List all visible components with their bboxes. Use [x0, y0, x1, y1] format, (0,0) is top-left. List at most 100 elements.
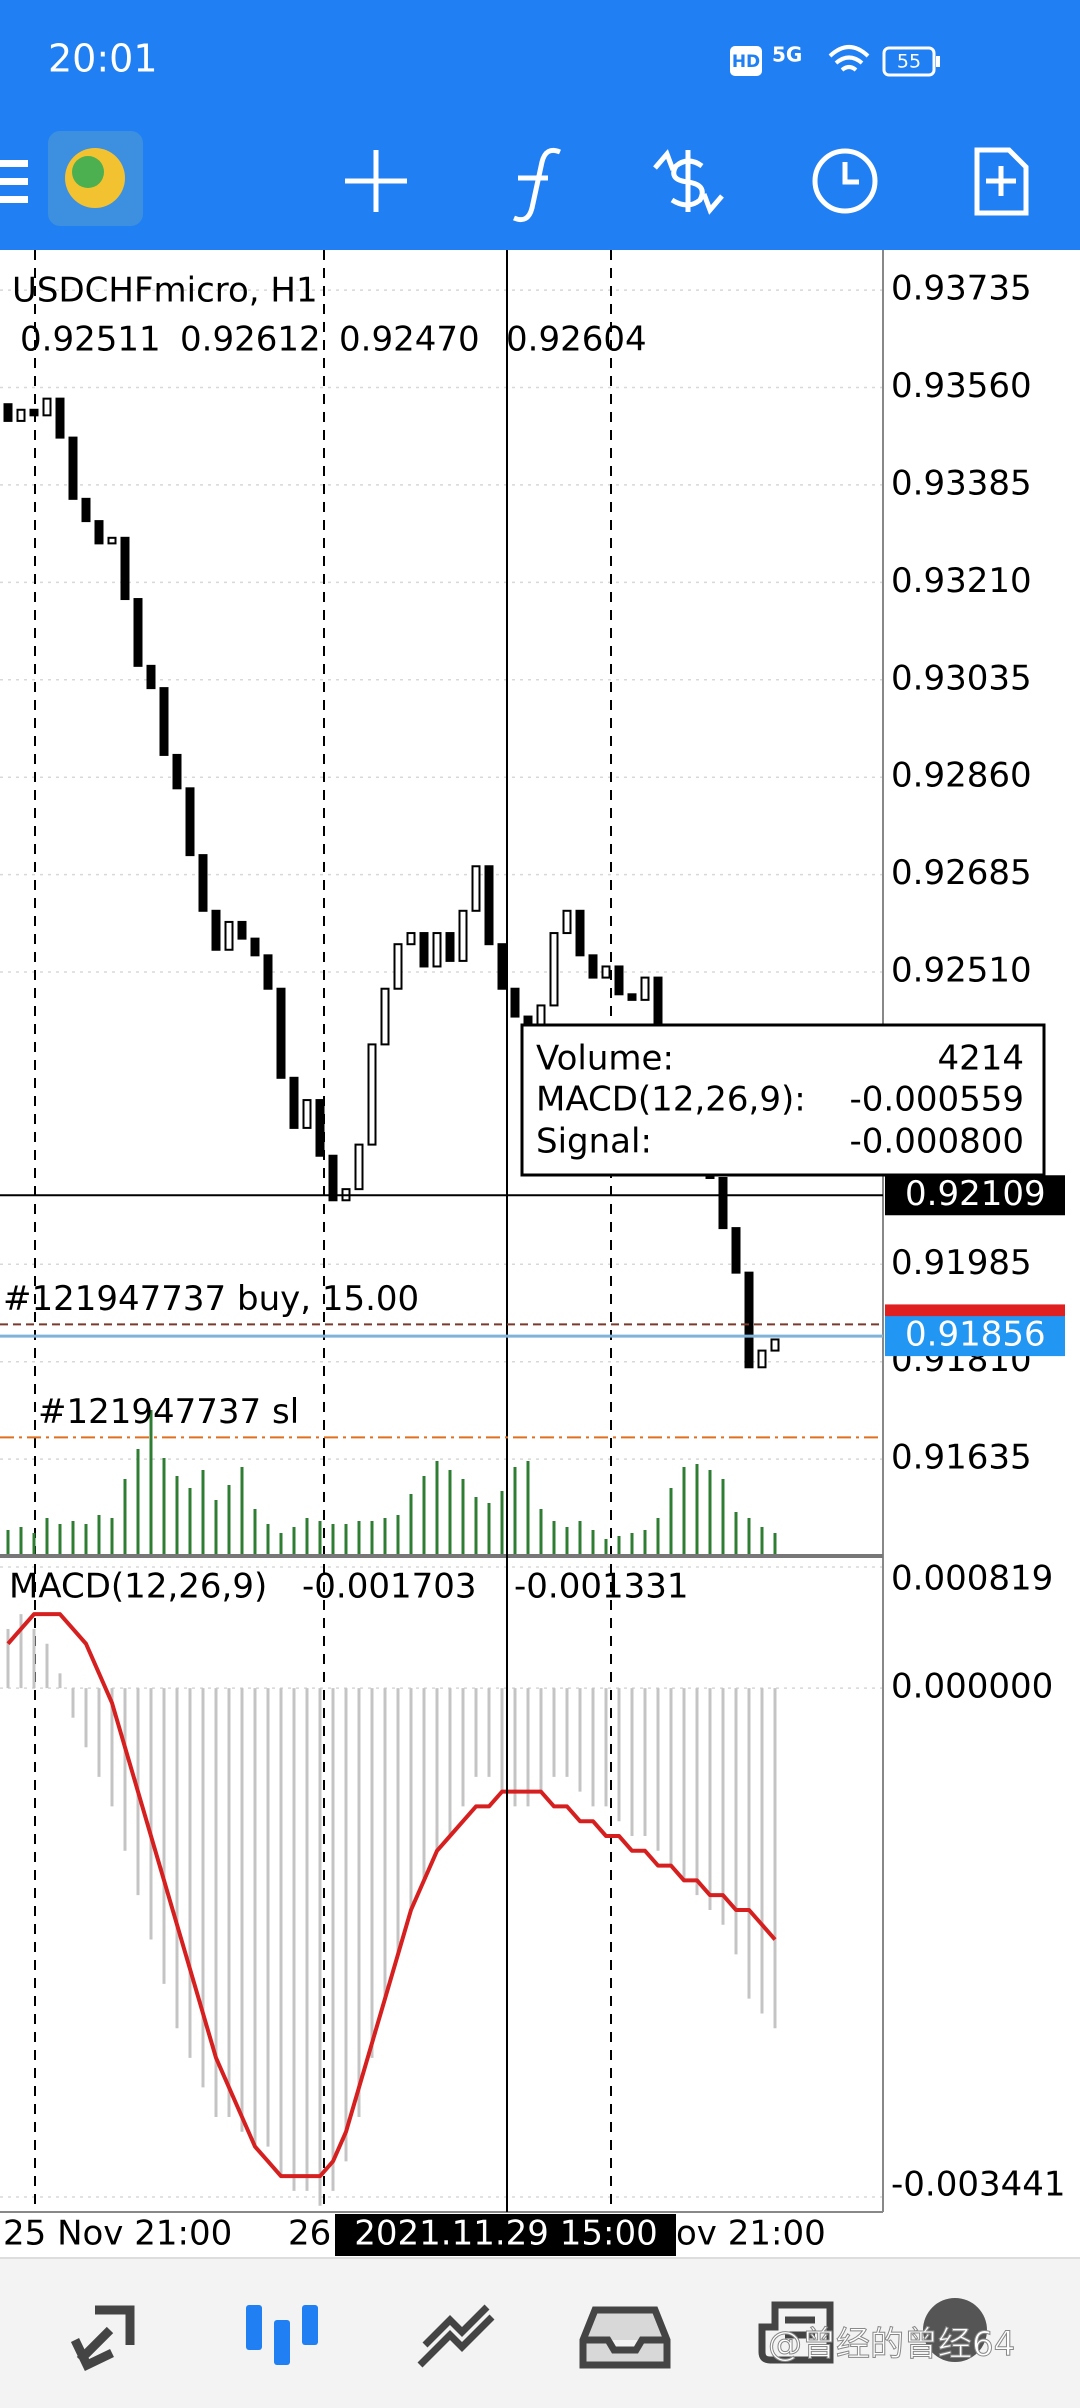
quotes-tab[interactable]: [70, 2305, 135, 2372]
y-tick-label: 0.000000: [891, 1667, 1053, 1707]
clock-hands: [842, 162, 859, 185]
candle: [575, 909, 585, 957]
clock: 20:01: [48, 37, 158, 81]
battery-icon: [882, 46, 936, 77]
top-bar: [0, 0, 1080, 250]
bid-box: [885, 1316, 1065, 1357]
candle: [484, 865, 494, 946]
period-tool[interactable]: [812, 148, 878, 214]
candle: [185, 787, 195, 857]
candle: [640, 976, 650, 1001]
tab-candle: [246, 2305, 262, 2350]
candle: [276, 987, 286, 1079]
macd-value: -0.001703: [302, 1567, 477, 1607]
candle: [614, 965, 624, 996]
candle: [731, 1227, 741, 1274]
candle: [107, 536, 117, 545]
candle: [120, 536, 130, 601]
candle: [549, 932, 559, 1007]
hd-text: HD: [732, 52, 760, 72]
y-tick-label: 0.93035: [891, 658, 1032, 698]
trade-tab[interactable]: [417, 2304, 495, 2368]
chart-tab[interactable]: [246, 2305, 318, 2365]
time-label: 25 Nov 21:00: [3, 2214, 232, 2254]
candle: [497, 943, 507, 990]
candle: [770, 1338, 780, 1352]
candle: [172, 753, 182, 790]
menu-bar: [0, 196, 28, 203]
candle: [289, 1076, 299, 1129]
candle: [16, 408, 26, 422]
candle: [510, 987, 520, 1018]
time-label: 26: [288, 2214, 331, 2254]
candle: [211, 909, 221, 951]
sl-label: #121947737 sl: [38, 1392, 299, 1432]
popup-box: [520, 1023, 1046, 1177]
y-tick-label: -0.003441: [891, 2165, 1066, 2205]
candle: [757, 1349, 767, 1369]
symbol-title: USDCHFmicro, H1: [12, 271, 318, 311]
menu-button[interactable]: [0, 160, 28, 203]
popup-value: -0.000559: [850, 1080, 1025, 1120]
candle: [445, 932, 455, 962]
messages-tab[interactable]: [923, 2298, 987, 2362]
time-label: ov 21:00: [676, 2214, 826, 2254]
menu-bar: [0, 178, 28, 185]
wifi-icon: [828, 45, 870, 72]
y-tick-label: 0.000819: [891, 1559, 1053, 1599]
popup-label: Volume:: [536, 1039, 674, 1079]
y-tick-label: 0.92510: [891, 951, 1032, 991]
candle: [718, 1177, 728, 1230]
new-order-tool[interactable]: [974, 147, 1029, 216]
candle: [55, 397, 65, 439]
candle: [406, 932, 416, 946]
history-tab[interactable]: [579, 2306, 671, 2369]
candle: [29, 408, 39, 417]
y-tick-label: 0.92860: [891, 756, 1032, 796]
y-tick-label: 0.93210: [891, 561, 1032, 601]
tab-candle: [274, 2320, 290, 2365]
popup-label: Signal:: [536, 1122, 652, 1162]
candle: [562, 909, 572, 935]
candle: [159, 687, 169, 756]
candle: [250, 937, 260, 957]
bid-label: 0.91856: [905, 1315, 1046, 1355]
signal-line: [6, 1612, 777, 2179]
candle: [419, 932, 429, 968]
candle: [432, 932, 442, 968]
battery-text: 55: [897, 51, 921, 73]
candle: [393, 943, 403, 990]
candle: [601, 965, 611, 979]
news-tab[interactable]: [758, 2301, 834, 2364]
y-tick-label: 0.93385: [891, 463, 1032, 503]
crosshair-tool[interactable]: [345, 150, 407, 212]
tab-candle: [302, 2305, 318, 2345]
trade-tool[interactable]: [653, 149, 724, 215]
candle: [302, 1099, 312, 1129]
bottom-nav: [0, 2258, 1080, 2408]
popup-value: -0.000800: [850, 1122, 1025, 1162]
popup-value: 4214: [937, 1039, 1024, 1079]
ohlc-close: 0.92604: [506, 320, 647, 360]
ohlc-high: 0.92612: [180, 320, 321, 360]
candle: [588, 954, 598, 979]
candle: [471, 865, 481, 912]
popup-label: MACD(12,26,9):: [536, 1080, 806, 1120]
candle: [380, 987, 390, 1046]
network-text: 5G: [772, 43, 802, 67]
candle: [354, 1143, 364, 1191]
candle: [42, 397, 52, 417]
macd-title: MACD(12,26,9): [9, 1567, 267, 1607]
candle: [3, 403, 13, 422]
candle: [198, 854, 208, 912]
battery-tip: [936, 56, 940, 67]
indicator-tool[interactable]: [513, 147, 561, 223]
chart-area: [0, 250, 1080, 2258]
candle: [744, 1271, 754, 1369]
candle: [133, 598, 143, 667]
y-tick-label: 0.91635: [891, 1438, 1032, 1478]
menu-bar: [0, 160, 28, 167]
hd-icon: [730, 46, 762, 76]
